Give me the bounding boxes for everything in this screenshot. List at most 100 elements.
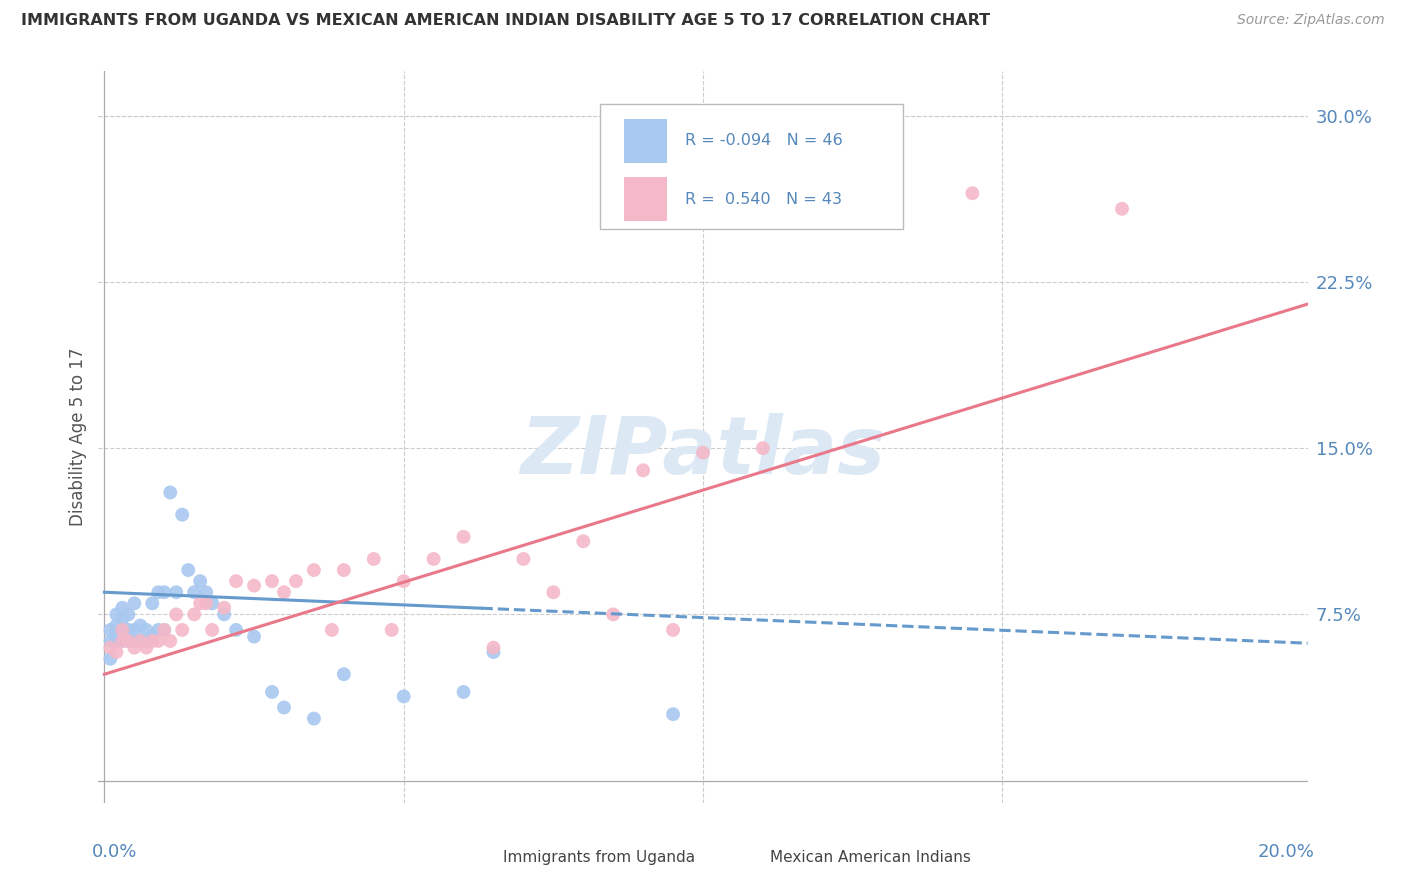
Point [100,634,122,648]
Point [159,634,181,648]
Point [129,634,152,648]
Point [512,552,534,566]
Point [602,607,624,622]
Point [124,634,146,648]
Text: 0.0%: 0.0% [91,843,136,861]
Point [201,596,224,610]
Point [141,630,163,644]
Point [117,634,139,648]
Point [381,623,404,637]
Point [212,600,235,615]
Point [135,640,157,655]
Point [225,623,247,637]
Point [117,634,139,648]
FancyBboxPatch shape [727,843,758,876]
Point [105,634,128,648]
Point [188,574,211,589]
Point [165,585,187,599]
Point [111,600,134,615]
Point [105,607,128,622]
Point [212,607,235,622]
Point [135,634,157,648]
Point [284,574,307,589]
Point [153,623,176,637]
Text: 20.0%: 20.0% [1258,843,1315,861]
Point [482,640,505,655]
Point [129,618,152,632]
Point [135,623,157,637]
Point [105,618,128,632]
Point [117,623,139,637]
Point [111,634,134,648]
FancyBboxPatch shape [624,178,666,221]
Point [165,607,187,622]
Point [172,508,194,522]
Point [662,623,685,637]
Point [201,623,224,637]
Point [177,563,200,577]
Point [422,552,444,566]
Point [124,596,146,610]
Point [752,441,775,455]
Text: R =  0.540   N = 43: R = 0.540 N = 43 [685,192,842,207]
Point [111,634,134,648]
Point [631,463,654,477]
Point [105,645,128,659]
Text: Immigrants from Uganda: Immigrants from Uganda [503,850,696,865]
Point [333,667,356,681]
Text: Source: ZipAtlas.com: Source: ZipAtlas.com [1237,13,1385,28]
Point [141,596,163,610]
Point [148,634,170,648]
Point [124,640,146,655]
Point [141,634,163,648]
Point [111,623,134,637]
Point [243,630,266,644]
Point [482,645,505,659]
Point [172,623,194,637]
Point [148,623,170,637]
Point [543,585,565,599]
Point [183,607,205,622]
Point [111,612,134,626]
Point [273,700,295,714]
Point [302,712,325,726]
Point [321,623,343,637]
Point [111,623,134,637]
Point [100,640,122,655]
Point [188,596,211,610]
Point [333,563,356,577]
Point [392,574,415,589]
Point [1111,202,1133,216]
Point [453,530,475,544]
Text: Mexican American Indians: Mexican American Indians [769,850,970,865]
Point [392,690,415,704]
Point [195,596,218,610]
Point [117,607,139,622]
Point [105,625,128,640]
Point [302,563,325,577]
Point [260,685,283,699]
Text: ZIPatlas: ZIPatlas [520,413,886,491]
Point [273,585,295,599]
Point [183,585,205,599]
FancyBboxPatch shape [600,104,903,228]
Point [225,574,247,589]
Point [100,623,122,637]
Point [260,574,283,589]
Point [100,651,122,665]
FancyBboxPatch shape [461,843,492,876]
Y-axis label: Disability Age 5 to 17: Disability Age 5 to 17 [69,348,87,526]
Text: IMMIGRANTS FROM UGANDA VS MEXICAN AMERICAN INDIAN DISABILITY AGE 5 TO 17 CORRELA: IMMIGRANTS FROM UGANDA VS MEXICAN AMERIC… [21,13,990,29]
Point [243,578,266,592]
Point [195,585,218,599]
Point [124,623,146,637]
Text: R = -0.094   N = 46: R = -0.094 N = 46 [685,133,842,148]
Point [129,634,152,648]
Point [692,445,714,459]
Point [962,186,984,201]
Point [453,685,475,699]
Point [153,585,176,599]
Point [148,585,170,599]
FancyBboxPatch shape [624,119,666,163]
Point [662,707,685,722]
